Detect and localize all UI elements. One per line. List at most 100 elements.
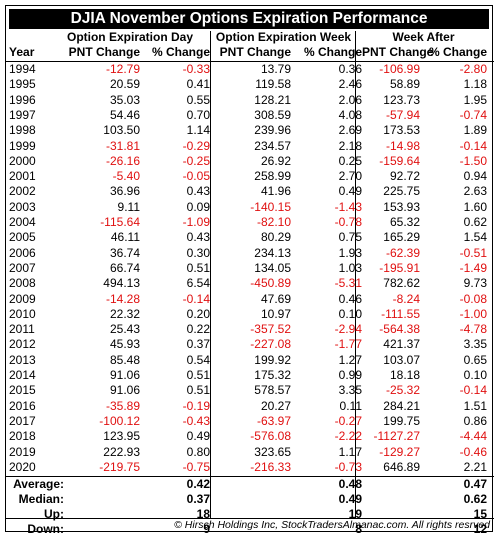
table-row: 2004 -115.64 -1.09 -82.10 -0.78 65.32 0.62 bbox=[6, 215, 494, 230]
summary-label: Median: bbox=[18, 491, 64, 506]
value-cell: 45.93 bbox=[109, 337, 140, 352]
value-cell: 175.32 bbox=[254, 368, 291, 382]
summary-row: Average: 0.42 0.48 0.47 bbox=[6, 477, 494, 492]
table-row: 1994 -12.79 -0.33 13.79 0.36 -106.99 -2.80 bbox=[6, 62, 494, 77]
value-cell: 0.51 bbox=[186, 383, 210, 398]
year-cell: 2013 bbox=[9, 352, 36, 367]
value-cell: 2.63 bbox=[463, 184, 487, 199]
summary-label: Down: bbox=[27, 521, 64, 536]
table-row: 2014 91.06 0.51 175.32 0.99 18.18 0.10 bbox=[6, 368, 494, 383]
value-cell: 91.06 bbox=[109, 368, 140, 382]
value-cell: 91.06 bbox=[109, 383, 140, 398]
value-cell: -450.89 bbox=[250, 276, 291, 291]
summary-label: Average: bbox=[13, 477, 64, 492]
value-cell: 25.43 bbox=[109, 322, 140, 337]
value-cell: -1.77 bbox=[334, 337, 362, 352]
value-cell: 153.93 bbox=[383, 199, 420, 214]
year-cell: 2003 bbox=[9, 199, 36, 214]
value-cell: 123.73 bbox=[383, 92, 420, 107]
value-cell: 128.21 bbox=[254, 92, 291, 107]
value-cell: 0.51 bbox=[186, 260, 210, 275]
value-cell: 258.99 bbox=[254, 169, 291, 184]
value-cell: -63.97 bbox=[256, 413, 291, 428]
value-cell: -8.24 bbox=[392, 291, 420, 306]
summary-day-value: 0.42 bbox=[186, 477, 210, 492]
value-cell: -129.27 bbox=[379, 444, 420, 459]
value-cell: 0.99 bbox=[338, 368, 362, 382]
column-header: % Change bbox=[428, 45, 487, 59]
table-row: 2012 45.93 0.37 -227.08 -1.77 421.37 3.35 bbox=[6, 337, 494, 352]
table-row: 2017 -100.12 -0.43 -63.97 -0.27 199.75 0.86 bbox=[6, 414, 494, 429]
summary-label: Up: bbox=[44, 506, 64, 521]
summary-row: Up: 18 19 15 bbox=[6, 507, 494, 522]
value-cell: -140.15 bbox=[250, 199, 291, 214]
value-cell: 494.13 bbox=[103, 276, 140, 291]
summary-after-value: 0.62 bbox=[463, 491, 487, 506]
table-row: 2000 -26.16 -0.25 26.92 0.25 -159.64 -1.50 bbox=[6, 154, 494, 169]
value-cell: -31.81 bbox=[105, 138, 140, 153]
value-cell: 92.72 bbox=[389, 169, 420, 184]
value-cell: 0.10 bbox=[338, 306, 362, 321]
value-cell: 0.37 bbox=[186, 337, 210, 352]
value-cell: -4.44 bbox=[459, 429, 487, 444]
summary-row: Down: 9 8 12 bbox=[6, 522, 494, 537]
value-cell: 0.62 bbox=[463, 215, 487, 229]
value-cell: -0.78 bbox=[334, 215, 362, 229]
value-cell: 134.05 bbox=[254, 260, 291, 275]
year-cell: 1998 bbox=[9, 123, 36, 138]
summary-week-value: 0.49 bbox=[338, 491, 362, 506]
footer-rule bbox=[6, 518, 494, 519]
value-cell: 20.27 bbox=[260, 398, 291, 413]
value-cell: 1.03 bbox=[338, 260, 362, 275]
year-cell: 2006 bbox=[9, 245, 36, 260]
value-cell: 0.43 bbox=[186, 230, 210, 245]
value-cell: -216.33 bbox=[250, 459, 291, 474]
value-cell: 3.35 bbox=[463, 337, 487, 352]
value-cell: 18.18 bbox=[389, 368, 420, 382]
value-cell: 284.21 bbox=[383, 398, 420, 413]
value-cell: 46.11 bbox=[110, 230, 140, 245]
value-cell: 22.32 bbox=[109, 306, 140, 321]
table-frame: DJIA November Options Expiration Perform… bbox=[5, 5, 494, 536]
value-cell: 13.79 bbox=[260, 62, 291, 76]
value-cell: 58.89 bbox=[389, 77, 420, 92]
column-divider bbox=[210, 31, 211, 519]
value-cell: 1.14 bbox=[186, 123, 210, 138]
table-row: 2011 25.43 0.22 -357.52 -2.94 -564.38 -4.78 bbox=[6, 322, 494, 337]
value-cell: 36.96 bbox=[109, 184, 140, 199]
column-header: PNT Change bbox=[219, 45, 291, 59]
value-cell: -14.28 bbox=[105, 291, 140, 306]
value-cell: -227.08 bbox=[250, 337, 291, 352]
table-row: 2001 -5.40 -0.05 258.99 2.70 92.72 0.94 bbox=[6, 169, 494, 184]
value-cell: -1.43 bbox=[334, 199, 362, 214]
year-cell: 2017 bbox=[9, 413, 36, 428]
value-cell: 0.20 bbox=[186, 306, 210, 321]
value-cell: -2.80 bbox=[459, 62, 487, 76]
value-cell: -57.94 bbox=[385, 107, 420, 122]
value-cell: -1.09 bbox=[182, 215, 210, 229]
value-cell: 0.70 bbox=[186, 107, 210, 122]
column-divider bbox=[355, 31, 356, 519]
value-cell: -0.27 bbox=[334, 413, 362, 428]
value-cell: 0.46 bbox=[338, 291, 362, 306]
year-cell: 2004 bbox=[9, 215, 36, 229]
value-cell: 119.58 bbox=[255, 77, 291, 92]
value-cell: -0.46 bbox=[459, 444, 487, 459]
value-cell: 1.17 bbox=[338, 444, 362, 459]
value-cell: 578.57 bbox=[254, 383, 291, 398]
value-cell: 0.65 bbox=[463, 352, 487, 367]
table-row: 2015 91.06 0.51 578.57 3.35 -25.32 -0.14 bbox=[6, 383, 494, 398]
value-cell: 1.95 bbox=[463, 92, 487, 107]
table-row: 2020 -219.75 -0.75 -216.33 -0.73 646.89 2.21 bbox=[6, 460, 494, 475]
column-header: PNT Change bbox=[68, 45, 140, 59]
value-cell: -576.08 bbox=[250, 429, 291, 444]
year-cell: 1995 bbox=[9, 77, 36, 92]
data-grid: Option Expiration Day Option Expiration W… bbox=[6, 6, 494, 536]
value-cell: -82.10 bbox=[256, 215, 291, 229]
value-cell: -0.75 bbox=[182, 459, 210, 474]
table-row: 2008 494.13 6.54 -450.89 -5.31 782.62 9.73 bbox=[6, 276, 494, 291]
value-cell: -159.64 bbox=[379, 153, 420, 168]
value-cell: -0.14 bbox=[182, 291, 210, 306]
value-cell: -62.39 bbox=[385, 245, 420, 260]
value-cell: 234.13 bbox=[254, 245, 291, 260]
